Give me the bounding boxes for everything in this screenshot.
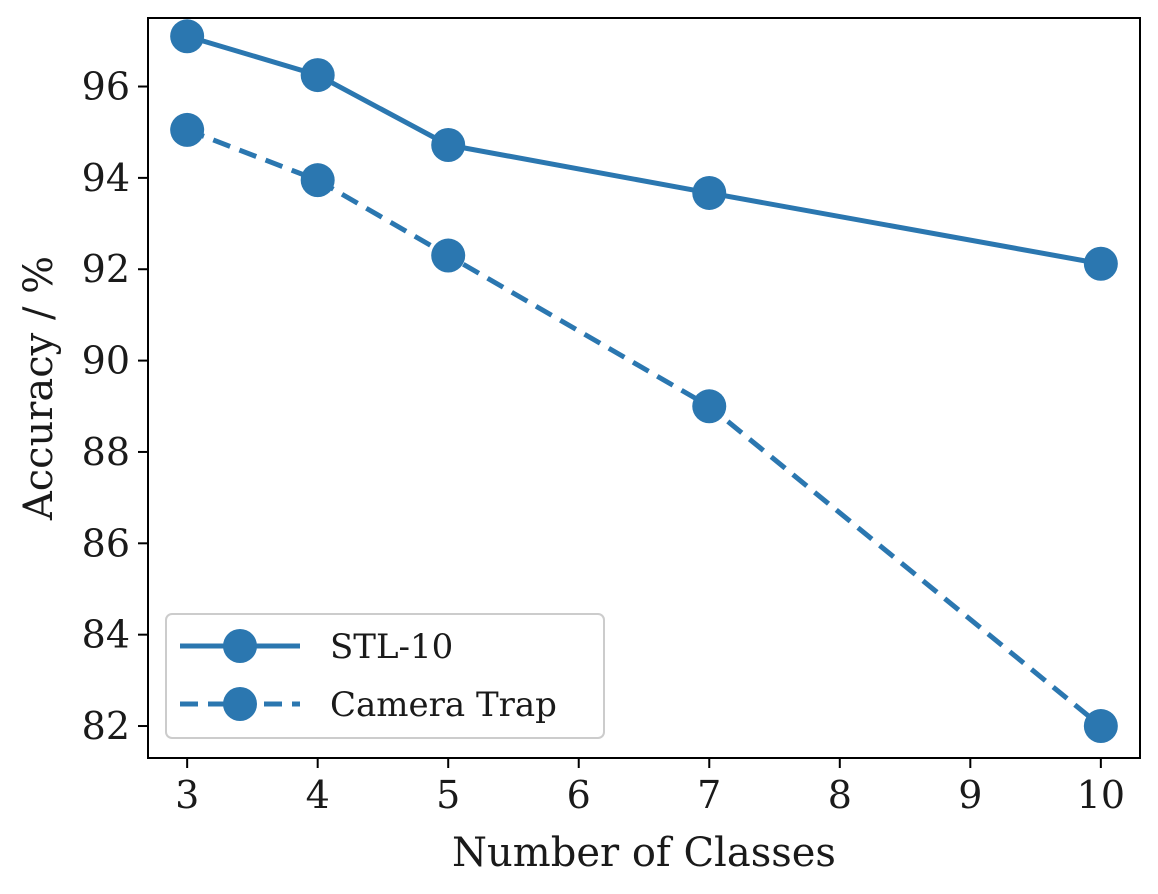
legend-label-stl-10: STL-10 [330, 627, 453, 667]
data-point-stl-10 [692, 175, 727, 210]
legend-marker-stl-10 [223, 629, 257, 663]
legend-marker-camera-trap [223, 687, 257, 721]
data-point-stl-10 [170, 19, 205, 54]
x-tick-label: 6 [567, 773, 591, 817]
data-point-camera-trap [170, 112, 205, 147]
x-tick-label: 3 [175, 773, 199, 817]
x-tick-label: 10 [1077, 773, 1125, 817]
y-tick-label: 96 [82, 65, 130, 109]
data-point-stl-10 [1083, 246, 1118, 281]
x-tick-label: 7 [697, 773, 721, 817]
data-point-camera-trap [300, 163, 335, 198]
y-tick-label: 86 [82, 521, 130, 565]
x-tick-label: 4 [306, 773, 330, 817]
y-tick-label: 84 [82, 613, 130, 657]
legend-label-camera-trap: Camera Trap [330, 685, 557, 725]
data-point-stl-10 [300, 58, 335, 93]
x-axis-label: Number of Classes [452, 830, 836, 876]
series-layer [170, 19, 1118, 744]
data-point-stl-10 [431, 127, 466, 162]
y-tick-label: 90 [82, 339, 130, 383]
x-tick-label: 8 [828, 773, 852, 817]
x-tick-label: 5 [436, 773, 460, 817]
y-tick-label: 88 [82, 430, 130, 474]
y-axis-label: Accuracy / % [16, 256, 62, 521]
data-point-camera-trap [431, 238, 466, 273]
y-tick-label: 94 [82, 156, 130, 200]
data-point-camera-trap [692, 389, 727, 424]
x-tick-label: 9 [958, 773, 982, 817]
y-tick-label: 92 [82, 247, 130, 291]
y-tick-label: 82 [82, 704, 130, 748]
legend: STL-10 Camera Trap [165, 613, 605, 739]
x-axis-ticks: 3 4 5 6 7 8 9 10 [175, 758, 1125, 817]
y-axis-ticks: 82 84 86 88 90 92 94 96 [82, 65, 148, 748]
data-point-camera-trap [1083, 709, 1118, 744]
